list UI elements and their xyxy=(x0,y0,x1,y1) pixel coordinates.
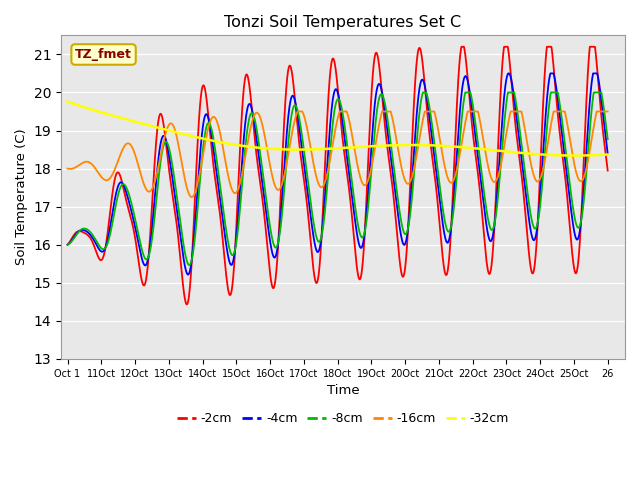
-4cm xyxy=(63,242,71,248)
-2cm xyxy=(312,280,320,286)
-8cm xyxy=(92,236,99,242)
-32cm xyxy=(588,152,596,158)
-8cm xyxy=(419,90,427,96)
-16cm xyxy=(604,108,612,114)
-2cm xyxy=(458,44,465,49)
Line: -8cm: -8cm xyxy=(67,93,608,265)
-8cm xyxy=(185,262,193,268)
-16cm xyxy=(588,132,596,138)
-16cm xyxy=(490,179,497,184)
-2cm xyxy=(604,168,612,173)
-4cm xyxy=(604,151,612,156)
-4cm xyxy=(326,119,334,124)
-16cm xyxy=(188,194,196,200)
-8cm xyxy=(490,225,497,231)
-32cm xyxy=(92,108,99,113)
-4cm xyxy=(92,239,99,245)
-16cm xyxy=(92,165,99,171)
-32cm xyxy=(588,152,596,158)
-4cm xyxy=(589,73,596,79)
-4cm xyxy=(490,231,497,237)
Y-axis label: Soil Temperature (C): Soil Temperature (C) xyxy=(15,129,28,265)
-32cm xyxy=(604,152,612,157)
Line: -2cm: -2cm xyxy=(67,47,608,304)
X-axis label: Time: Time xyxy=(326,384,359,397)
-16cm xyxy=(589,131,596,136)
Line: -32cm: -32cm xyxy=(67,102,608,156)
-8cm xyxy=(312,233,320,239)
-32cm xyxy=(326,146,334,152)
-4cm xyxy=(504,71,512,76)
Title: Tonzi Soil Temperatures Set C: Tonzi Soil Temperatures Set C xyxy=(225,15,461,30)
-32cm xyxy=(489,147,497,153)
-16cm xyxy=(327,153,335,159)
-2cm xyxy=(326,68,334,73)
Line: -16cm: -16cm xyxy=(67,111,608,197)
-2cm xyxy=(183,301,191,307)
-8cm xyxy=(589,98,596,104)
-4cm xyxy=(588,75,596,81)
-16cm xyxy=(312,174,320,180)
Legend: -2cm, -4cm, -8cm, -16cm, -32cm: -2cm, -4cm, -8cm, -16cm, -32cm xyxy=(172,407,514,430)
-2cm xyxy=(92,246,99,252)
-32cm xyxy=(571,153,579,158)
-16cm xyxy=(294,108,301,114)
Line: -4cm: -4cm xyxy=(67,73,608,275)
-4cm xyxy=(312,247,320,252)
-8cm xyxy=(588,100,596,106)
Text: TZ_fmet: TZ_fmet xyxy=(75,48,132,61)
-8cm xyxy=(63,242,71,248)
-4cm xyxy=(184,272,192,277)
-8cm xyxy=(604,136,612,142)
-2cm xyxy=(63,242,71,248)
-2cm xyxy=(589,44,596,49)
-32cm xyxy=(312,146,320,152)
-16cm xyxy=(63,166,71,171)
-2cm xyxy=(490,240,497,246)
-2cm xyxy=(588,44,596,49)
-8cm xyxy=(326,145,334,151)
-32cm xyxy=(63,99,71,105)
